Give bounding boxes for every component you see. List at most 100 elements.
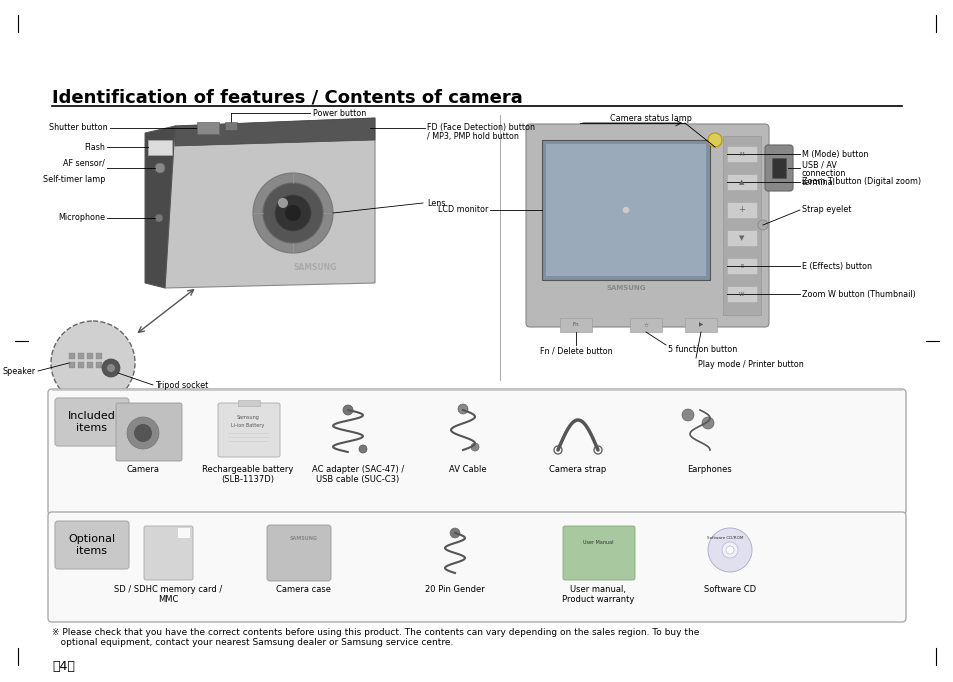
Text: Samsung: Samsung — [236, 415, 259, 419]
Text: Earphones: Earphones — [687, 465, 732, 474]
Circle shape — [707, 133, 721, 147]
Text: Software CD/ROM: Software CD/ROM — [706, 536, 742, 540]
Text: Camera: Camera — [127, 465, 159, 474]
Text: Speaker: Speaker — [3, 366, 36, 376]
Text: SD / SDHC memory card /
MMC: SD / SDHC memory card / MMC — [113, 585, 222, 604]
Bar — [87, 362, 92, 368]
Text: terminal: terminal — [801, 178, 835, 187]
Text: ▶: ▶ — [699, 323, 702, 327]
Text: SAMSUNG: SAMSUNG — [605, 285, 645, 291]
Text: AC adapter (SAC-47) /
USB cable (SUC-C3): AC adapter (SAC-47) / USB cable (SUC-C3) — [312, 465, 404, 484]
Circle shape — [127, 417, 159, 449]
Circle shape — [154, 163, 165, 173]
Text: ▲: ▲ — [739, 179, 744, 185]
Bar — [237, 400, 260, 406]
Text: Microphone: Microphone — [58, 213, 105, 222]
Bar — [78, 362, 84, 368]
Circle shape — [285, 205, 301, 221]
Circle shape — [725, 546, 733, 554]
Bar — [684, 318, 717, 332]
Text: Rechargeable battery
(SLB-1137D): Rechargeable battery (SLB-1137D) — [202, 465, 294, 484]
Bar — [541, 140, 709, 280]
Bar — [726, 174, 757, 190]
Text: E: E — [740, 263, 743, 269]
Text: Power button: Power button — [313, 108, 366, 117]
Text: Identification of features / Contents of camera: Identification of features / Contents of… — [52, 88, 522, 106]
Circle shape — [274, 195, 311, 231]
FancyBboxPatch shape — [55, 398, 129, 446]
Circle shape — [102, 359, 120, 377]
Bar — [726, 286, 757, 302]
FancyBboxPatch shape — [764, 145, 792, 191]
Text: AV Cable: AV Cable — [449, 465, 486, 474]
Circle shape — [263, 183, 323, 243]
FancyBboxPatch shape — [144, 526, 193, 580]
Bar — [726, 146, 757, 162]
Circle shape — [457, 404, 468, 414]
Circle shape — [154, 214, 163, 222]
Text: Zoom W button (Thumbnail): Zoom W button (Thumbnail) — [801, 289, 915, 299]
Circle shape — [622, 207, 629, 213]
Text: +: + — [738, 205, 744, 215]
Circle shape — [133, 424, 152, 442]
Text: M (Mode) button: M (Mode) button — [801, 149, 867, 158]
Text: User Manual: User Manual — [582, 540, 613, 545]
Bar — [771, 158, 785, 178]
Text: Play mode / Printer button: Play mode / Printer button — [698, 360, 803, 369]
Bar — [726, 258, 757, 274]
Text: Camera case: Camera case — [276, 585, 331, 594]
Text: Self-timer lamp: Self-timer lamp — [43, 175, 105, 184]
Text: E (Effects) button: E (Effects) button — [801, 261, 871, 271]
Bar — [196, 122, 219, 134]
Text: User manual,
Product warranty: User manual, Product warranty — [561, 585, 634, 604]
FancyBboxPatch shape — [267, 525, 331, 581]
Polygon shape — [165, 118, 375, 288]
Text: Li-ion Battery: Li-ion Battery — [232, 423, 264, 428]
Circle shape — [277, 198, 288, 208]
Text: 5 function button: 5 function button — [667, 345, 737, 354]
Bar — [559, 318, 592, 332]
Text: Zoom T button (Digital zoom): Zoom T button (Digital zoom) — [801, 177, 921, 186]
Text: SAMSUNG: SAMSUNG — [290, 536, 317, 541]
Bar — [726, 202, 757, 218]
Text: Included
items: Included items — [68, 411, 116, 433]
Bar — [148, 140, 172, 155]
Bar — [87, 353, 92, 359]
Text: SAMSUNG: SAMSUNG — [293, 263, 336, 273]
Bar — [722, 136, 760, 315]
Text: FD (Face Detection) button: FD (Face Detection) button — [427, 123, 535, 132]
Bar — [96, 362, 102, 368]
Text: 20 Pin Gender: 20 Pin Gender — [425, 585, 484, 594]
Text: Fn / Delete button: Fn / Delete button — [539, 347, 612, 356]
FancyBboxPatch shape — [48, 389, 905, 515]
Polygon shape — [145, 126, 174, 288]
Text: Software CD: Software CD — [703, 585, 756, 594]
Bar — [545, 144, 705, 276]
Text: Fn: Fn — [572, 323, 578, 327]
Text: AF sensor/: AF sensor/ — [63, 159, 105, 168]
Circle shape — [51, 321, 135, 405]
Bar — [69, 362, 75, 368]
Circle shape — [707, 528, 751, 572]
Text: / MP3, PMP hold button: / MP3, PMP hold button — [427, 132, 518, 141]
Text: ☆: ☆ — [643, 323, 648, 327]
Polygon shape — [174, 118, 375, 146]
Text: ※ Please check that you have the correct contents before using this product. The: ※ Please check that you have the correct… — [52, 628, 699, 647]
FancyBboxPatch shape — [525, 124, 768, 327]
Text: 〈4〉: 〈4〉 — [52, 660, 74, 673]
FancyBboxPatch shape — [116, 403, 182, 461]
Bar — [178, 528, 190, 538]
Circle shape — [681, 409, 693, 421]
Circle shape — [450, 528, 459, 538]
Text: connection: connection — [801, 169, 845, 178]
Circle shape — [358, 445, 367, 453]
Circle shape — [107, 364, 115, 372]
Bar — [96, 353, 102, 359]
Text: LCD monitor: LCD monitor — [437, 205, 488, 215]
FancyBboxPatch shape — [55, 521, 129, 569]
Bar — [78, 353, 84, 359]
Bar — [225, 122, 236, 130]
Text: Lens: Lens — [427, 198, 445, 207]
Text: Camera status lamp: Camera status lamp — [609, 114, 691, 123]
Text: M: M — [739, 151, 743, 156]
